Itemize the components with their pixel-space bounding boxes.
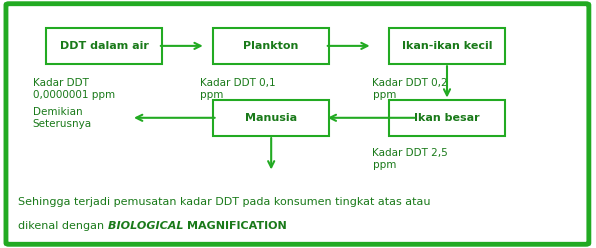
Text: dikenal dengan: dikenal dengan [18,221,107,231]
Text: Kadar DDT 0,2
ppm: Kadar DDT 0,2 ppm [372,78,448,100]
FancyBboxPatch shape [46,28,162,64]
FancyBboxPatch shape [6,4,589,244]
FancyBboxPatch shape [213,100,329,136]
FancyBboxPatch shape [389,28,505,64]
Text: Ikan-ikan kecil: Ikan-ikan kecil [402,41,492,51]
Text: Demikian
Seterusnya: Demikian Seterusnya [33,107,92,129]
Text: MAGNIFICATION: MAGNIFICATION [187,221,287,231]
Text: Manusia: Manusia [245,113,297,123]
Text: Kadar DDT 0,1
ppm: Kadar DDT 0,1 ppm [200,78,275,100]
Text: BIOLOGICAL: BIOLOGICAL [107,221,187,231]
Text: Kadar DDT 2,5
ppm: Kadar DDT 2,5 ppm [372,148,448,170]
Text: Sehingga terjadi pemusatan kadar DDT pada konsumen tingkat atas atau: Sehingga terjadi pemusatan kadar DDT pad… [18,197,430,207]
Text: DDT dalam air: DDT dalam air [60,41,149,51]
Text: Ikan besar: Ikan besar [414,113,480,123]
Text: Plankton: Plankton [244,41,299,51]
FancyBboxPatch shape [389,100,505,136]
FancyBboxPatch shape [213,28,329,64]
Text: Kadar DDT
0,0000001 ppm: Kadar DDT 0,0000001 ppm [33,78,115,100]
